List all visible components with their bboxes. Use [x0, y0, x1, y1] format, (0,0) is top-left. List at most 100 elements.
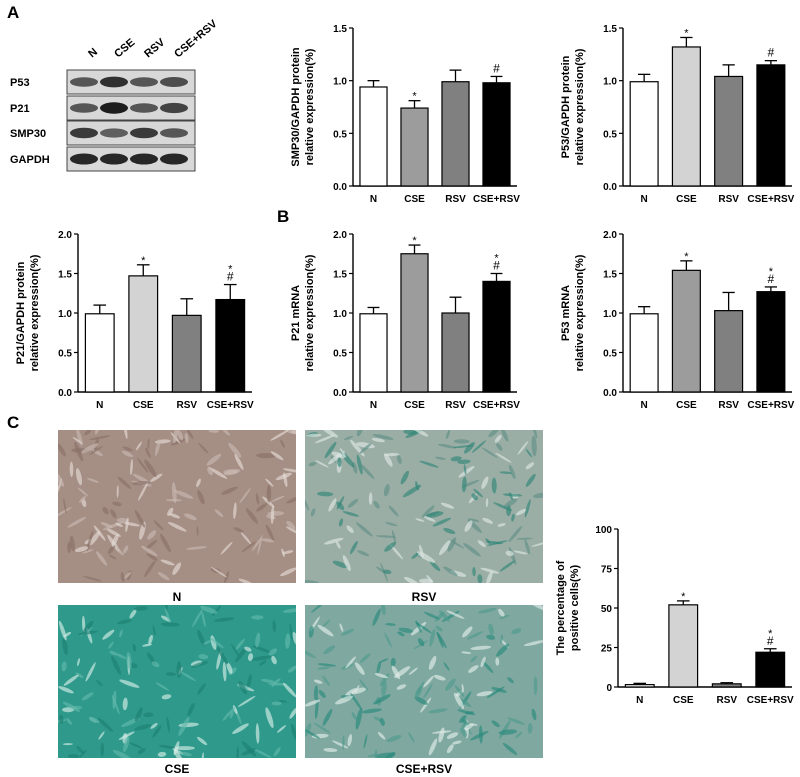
cell-shape: [97, 717, 113, 732]
cell-shape: [461, 476, 467, 493]
cell-shape: [481, 447, 498, 458]
cell-shape: [396, 684, 407, 690]
cell-shape: [184, 513, 197, 521]
x-tick-label: CSE+RSV: [747, 695, 794, 706]
cell-shape: [88, 716, 97, 723]
cell-shape: [129, 609, 137, 619]
cell-shape: [342, 555, 351, 572]
cell-shape: [335, 695, 353, 705]
significance-star: *: [141, 255, 146, 267]
cell-shape: [323, 537, 344, 545]
cell-shape: [531, 541, 543, 547]
cell-shape: [447, 537, 457, 552]
cell-shape: [457, 459, 471, 465]
cell-shape: [458, 466, 475, 478]
cell-shape: [251, 655, 272, 661]
cell-shape: [191, 608, 203, 628]
x-tick-label: CSE+RSV: [747, 194, 794, 205]
cell-shape: [416, 681, 425, 695]
cell-shape: [338, 518, 344, 527]
cell-shape: [69, 535, 76, 552]
cell-shape: [241, 748, 257, 756]
cell-shape: [222, 662, 227, 682]
cell-shape: [287, 665, 296, 673]
cell-shape: [531, 708, 537, 721]
cell-shape: [339, 448, 347, 458]
cell-shape: [289, 707, 296, 719]
cell-shape: [415, 481, 419, 491]
cell-shape: [435, 625, 443, 632]
micrograph-caption-cse: CSE: [164, 762, 190, 776]
cell-shape: [157, 572, 170, 581]
x-tick-label: RSV: [176, 400, 197, 411]
cell-shape: [463, 543, 481, 557]
blot-row-label: SMP30: [10, 128, 46, 140]
cell-shape: [254, 749, 272, 758]
y-tick-label: 0.0: [603, 388, 617, 399]
blot-band: [130, 77, 158, 87]
cell-shape: [359, 443, 372, 454]
cell-shape: [459, 715, 467, 724]
cell-shape: [221, 486, 239, 495]
cell-shape: [383, 453, 393, 467]
cell-shape: [368, 492, 373, 505]
cell-shape: [499, 471, 513, 474]
cell-shape: [374, 673, 389, 679]
cell-shape: [391, 530, 396, 543]
bar: [171, 314, 202, 393]
y-tick-label: 100: [595, 525, 612, 536]
x-tick-label: RSV: [716, 695, 737, 706]
cell-shape: [388, 505, 399, 517]
cell-shape: [505, 550, 514, 557]
cell-shape: [155, 439, 161, 456]
cell-shape: [69, 461, 74, 477]
cell-shape: [473, 488, 483, 498]
cell-shape: [336, 501, 345, 511]
blot-band: [160, 77, 188, 87]
bar: [128, 275, 159, 393]
micrograph-caption-n: N: [172, 590, 182, 604]
y-tick-label: 0.5: [58, 349, 72, 360]
y-tick-label: 0.5: [603, 349, 617, 360]
cell-shape: [273, 747, 281, 757]
cell-shape: [322, 675, 330, 686]
cell-shape: [525, 473, 536, 487]
cell-shape: [351, 687, 367, 695]
micrograph-cse: [58, 605, 296, 758]
cell-shape: [255, 632, 261, 648]
cell-shape: [107, 544, 116, 554]
cell-shape: [495, 452, 512, 463]
cell-shape: [508, 525, 523, 543]
cell-shape: [477, 574, 483, 583]
blot-band: [100, 153, 128, 165]
x-tick-label: CSE: [404, 194, 425, 205]
cell-shape: [174, 490, 194, 499]
cell-shape: [404, 576, 420, 583]
cell-shape: [134, 606, 149, 611]
cell-shape: [498, 608, 505, 617]
cell-shape: [202, 640, 212, 645]
cell-shape: [117, 619, 133, 625]
cell-shape: [446, 732, 459, 739]
bar: [756, 64, 786, 187]
cell-shape: [336, 541, 341, 549]
cell-shape: [153, 520, 164, 531]
cell-shape: [374, 749, 378, 758]
cell-shape: [463, 464, 467, 475]
x-tick-label: N: [370, 194, 377, 205]
cell-shape: [480, 567, 500, 574]
cell-shape: [321, 619, 331, 628]
cell-shape: [265, 478, 274, 487]
cell-shape: [355, 522, 373, 537]
x-tick-label: N: [370, 400, 377, 411]
cell-shape: [89, 531, 101, 546]
cell-shape: [433, 674, 446, 681]
cell-shape: [372, 608, 381, 626]
cell-shape: [506, 505, 512, 517]
cell-shape: [61, 661, 67, 672]
blot-band: [130, 103, 158, 113]
cell-shape: [502, 493, 523, 497]
bar: [755, 651, 786, 688]
cell-shape: [260, 678, 276, 684]
cell-shape: [532, 492, 543, 499]
